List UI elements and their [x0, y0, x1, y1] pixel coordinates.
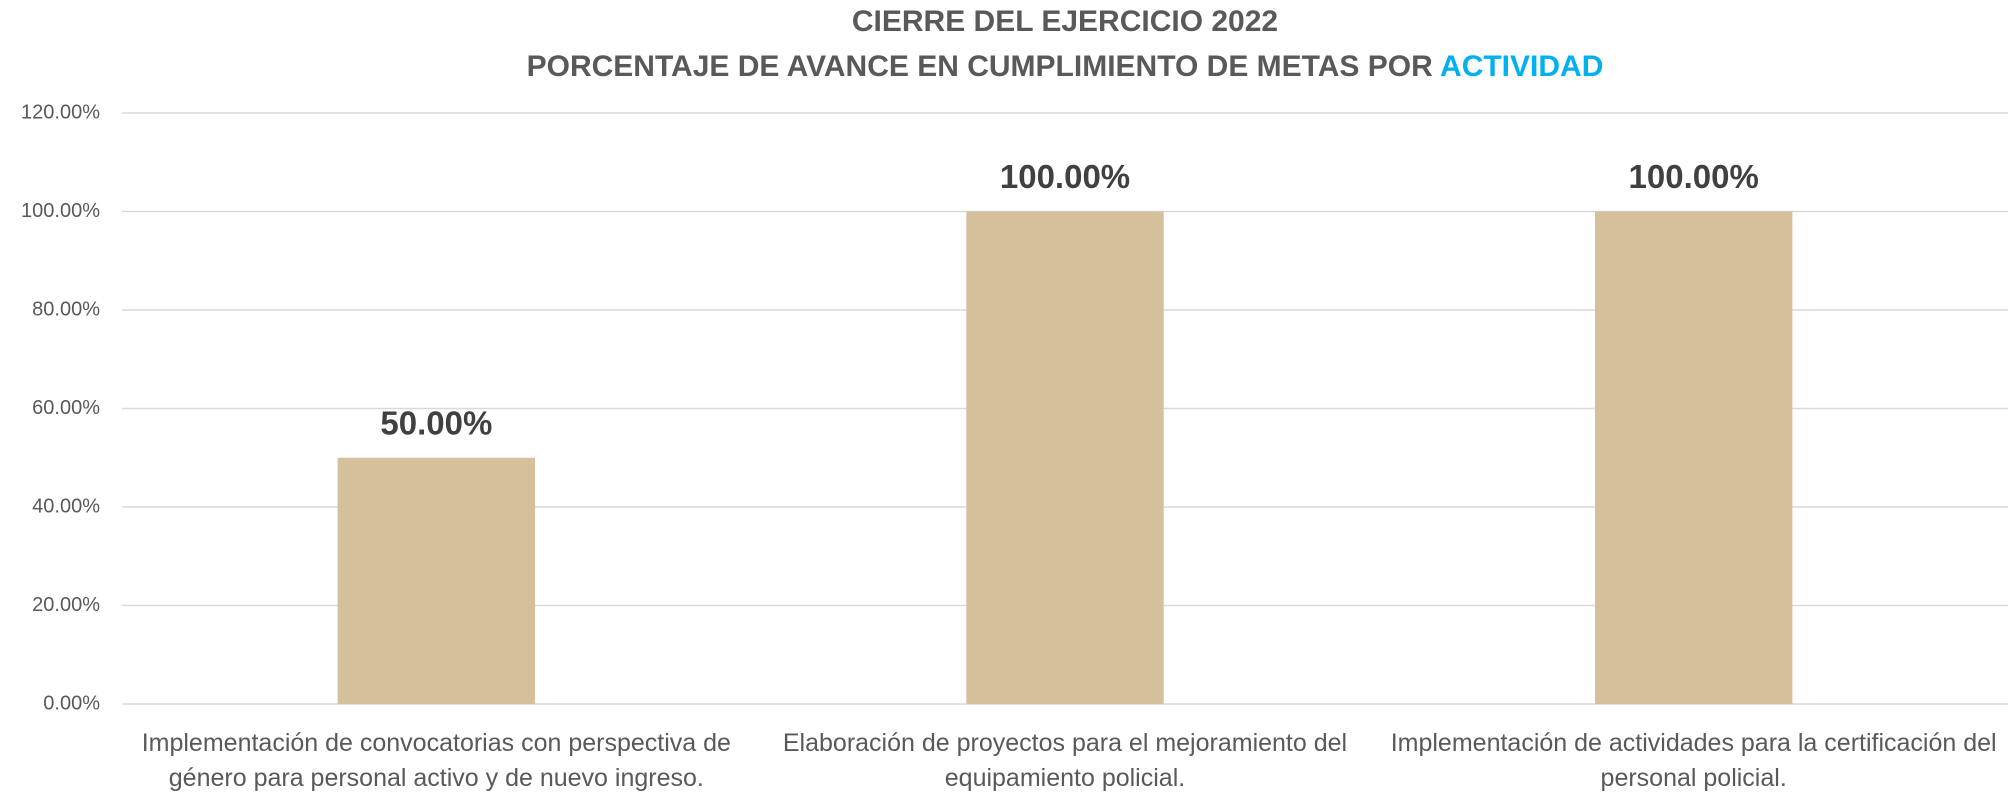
- y-tick-label: 20.00%: [32, 594, 100, 616]
- data-label: 100.00%: [1629, 158, 1759, 195]
- data-label: 50.00%: [380, 404, 492, 441]
- chart-title: CIERRE DEL EJERCICIO 2022: [852, 5, 1278, 38]
- y-tick-label: 80.00%: [32, 298, 100, 320]
- x-tick-label: Elaboración de proyectos para el mejoram…: [782, 729, 1348, 792]
- y-tick-label: 120.00%: [21, 101, 100, 123]
- chart-subtitle: PORCENTAJE DE AVANCE EN CUMPLIMIENTO DE …: [527, 50, 1604, 83]
- subtitle-text: PORCENTAJE DE AVANCE EN CUMPLIMIENTO DE …: [527, 50, 1434, 83]
- bar: [1594, 211, 1793, 704]
- bar: [966, 211, 1164, 704]
- data-label: 100.00%: [1000, 158, 1130, 195]
- y-tick-label: 0.00%: [43, 692, 100, 714]
- y-tick-label: 60.00%: [32, 397, 100, 419]
- y-tick-label: 100.00%: [21, 200, 100, 222]
- x-tick-label: Implementación de convocatorias con pers…: [141, 729, 731, 792]
- x-tick-label: Implementación de actividades para la ce…: [1390, 729, 1997, 792]
- subtitle-highlight: ACTIVIDAD: [1440, 50, 1603, 83]
- bar: [337, 457, 536, 704]
- y-tick-label: 40.00%: [32, 495, 100, 517]
